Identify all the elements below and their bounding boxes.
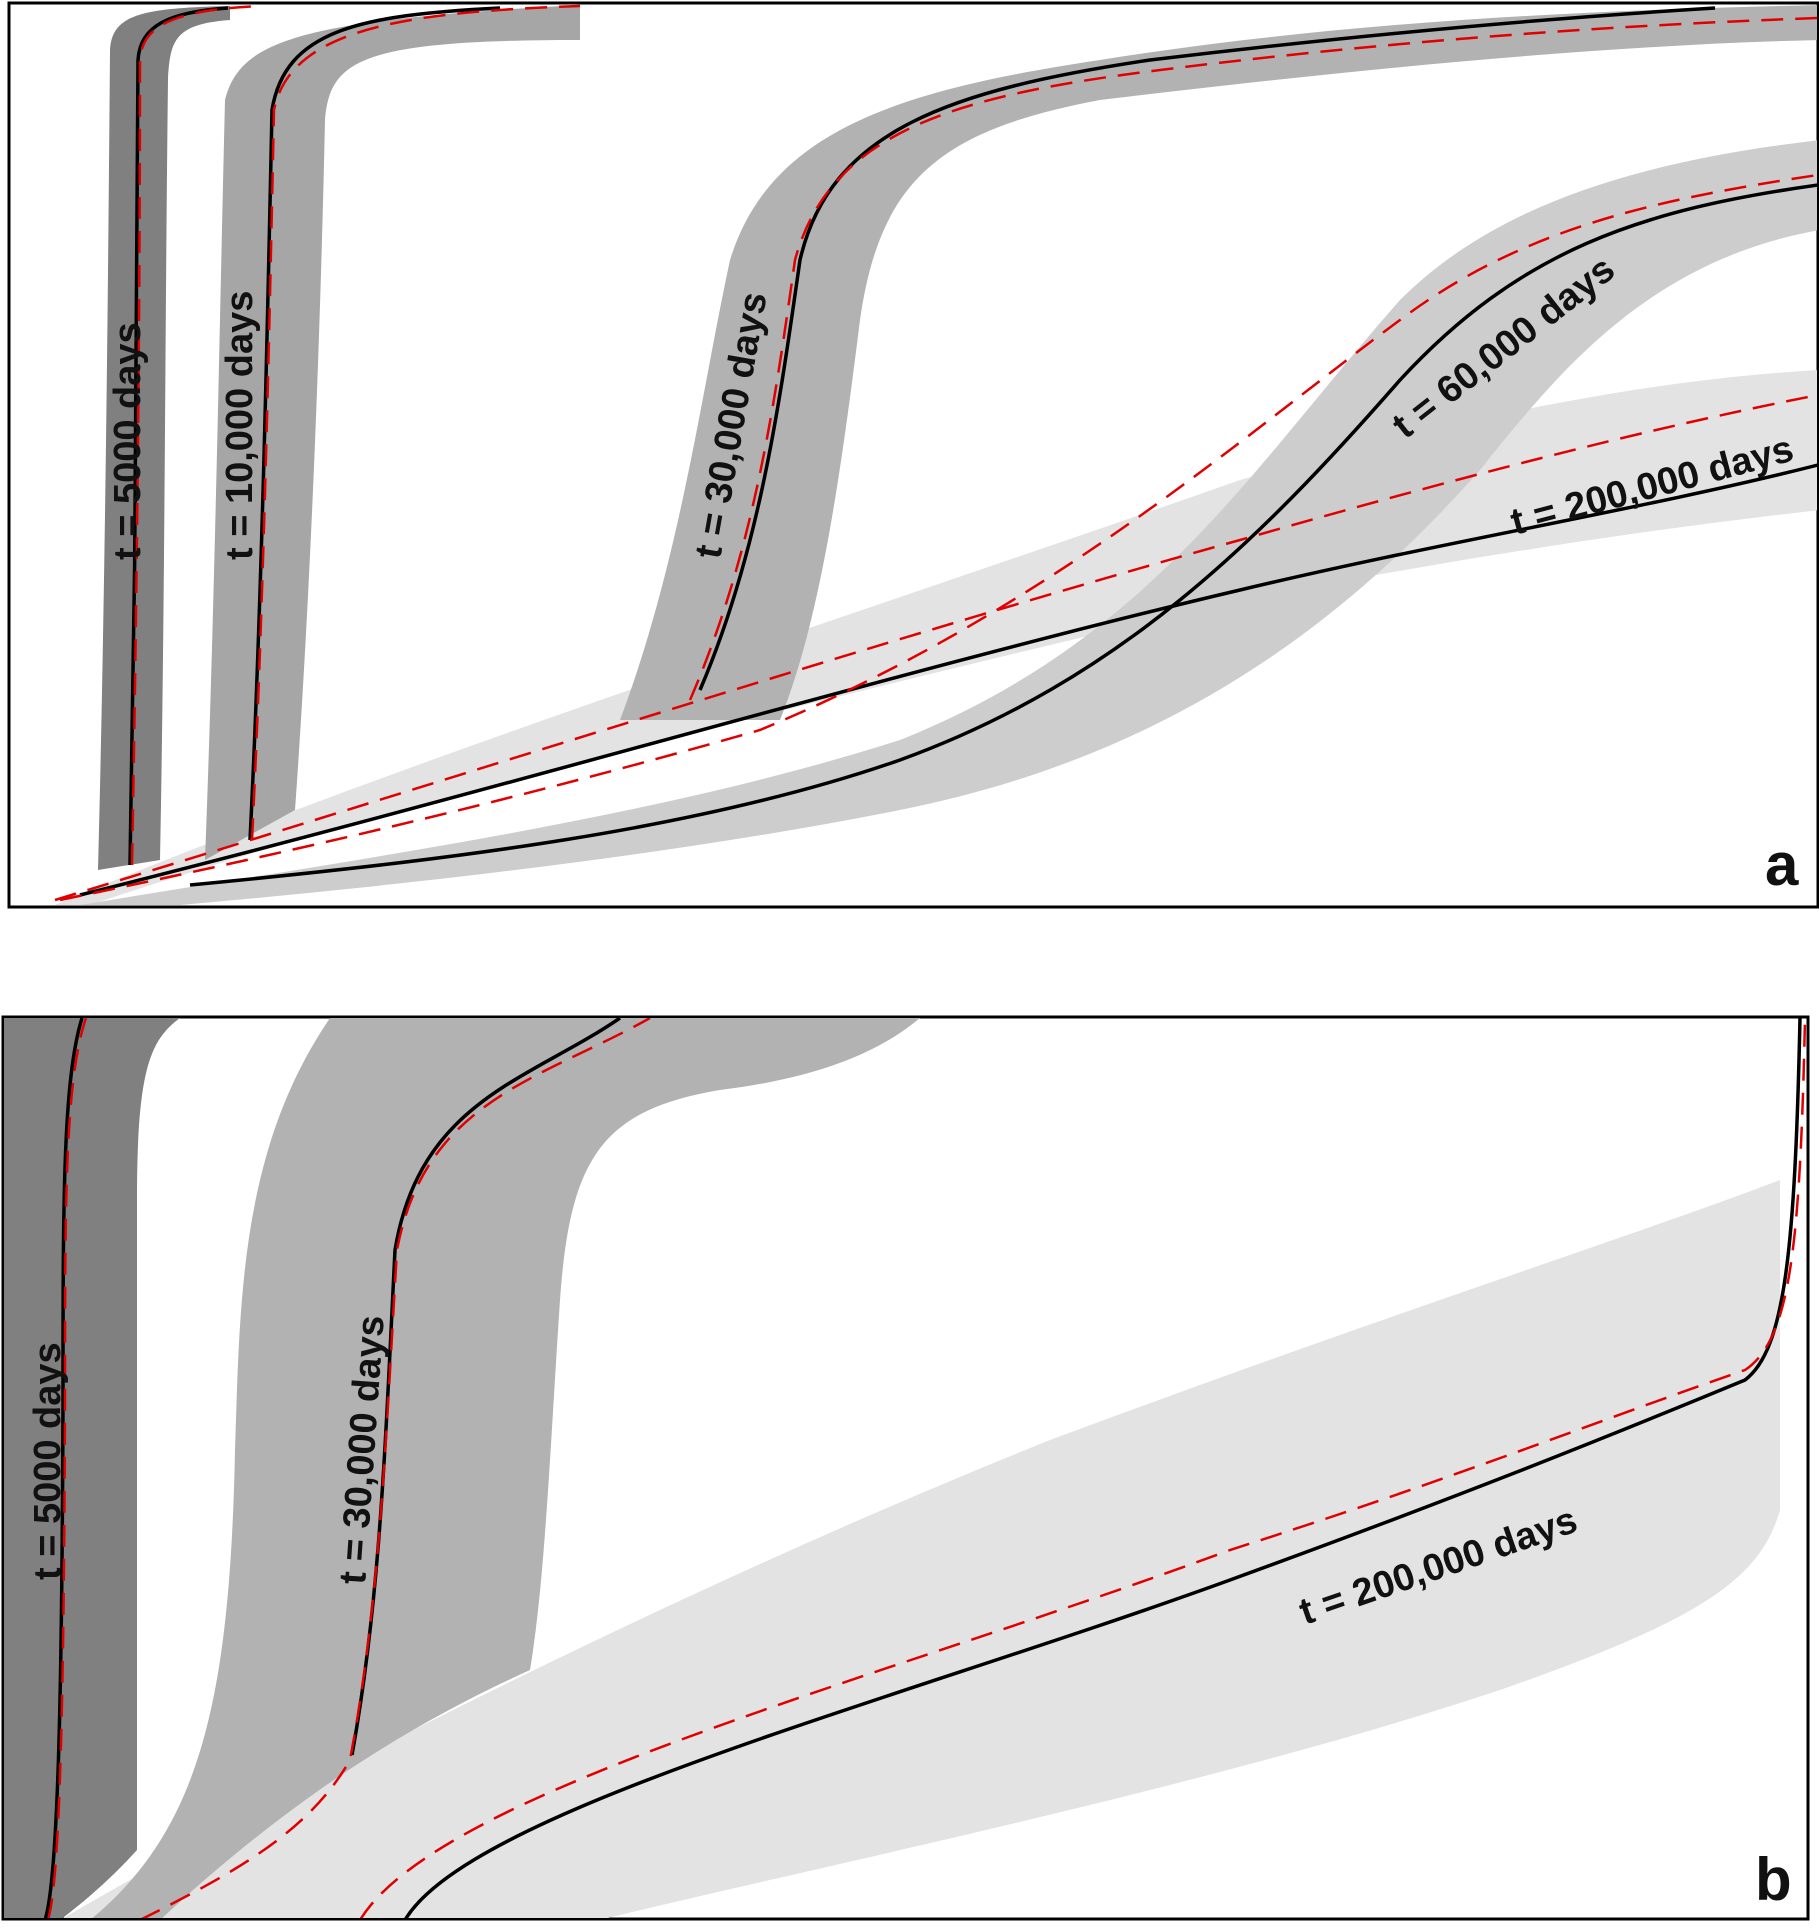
band-200000-b — [63, 1180, 1780, 1918]
line-5000-a — [128, 6, 229, 866]
dash-200000-b — [359, 1018, 1807, 1918]
line-30000-a — [698, 6, 1716, 691]
dash-5000-a — [130, 4, 261, 866]
band-30000-a — [620, 5, 1817, 720]
panel-a-letter: a — [1765, 831, 1799, 898]
label-5000-b: t = 5000 days — [27, 1342, 69, 1580]
dash-200000-a — [54, 393, 1817, 902]
line-200000-a — [79, 463, 1817, 897]
line-10000-a — [248, 6, 501, 841]
band-30000-b — [92, 1018, 920, 1918]
dash-10000-a — [250, 4, 581, 841]
dash-5000-b — [47, 1018, 88, 1918]
dash-30000-a — [688, 16, 1817, 701]
dash-30000-b — [141, 1018, 651, 1918]
label-10000-a: t = 10,000 days — [219, 291, 261, 560]
band-5000-a — [98, 6, 230, 870]
band-10000-a — [205, 5, 580, 860]
panel-b-letter: b — [1755, 1846, 1792, 1913]
dash-60000-a — [59, 173, 1817, 902]
line-200000-b — [404, 1018, 1802, 1918]
line-60000-a — [189, 183, 1817, 887]
band-5000-b — [4, 1018, 180, 1918]
panel-b: t = 5000 days t = 30,000 days t = 200,00… — [1, 1015, 1810, 1921]
line-5000-b — [43, 1018, 84, 1918]
panel-a: t = 5000 days t = 10,000 days t = 30,000… — [7, 1, 1819, 909]
label-5000-a: t = 5000 days — [107, 322, 149, 560]
